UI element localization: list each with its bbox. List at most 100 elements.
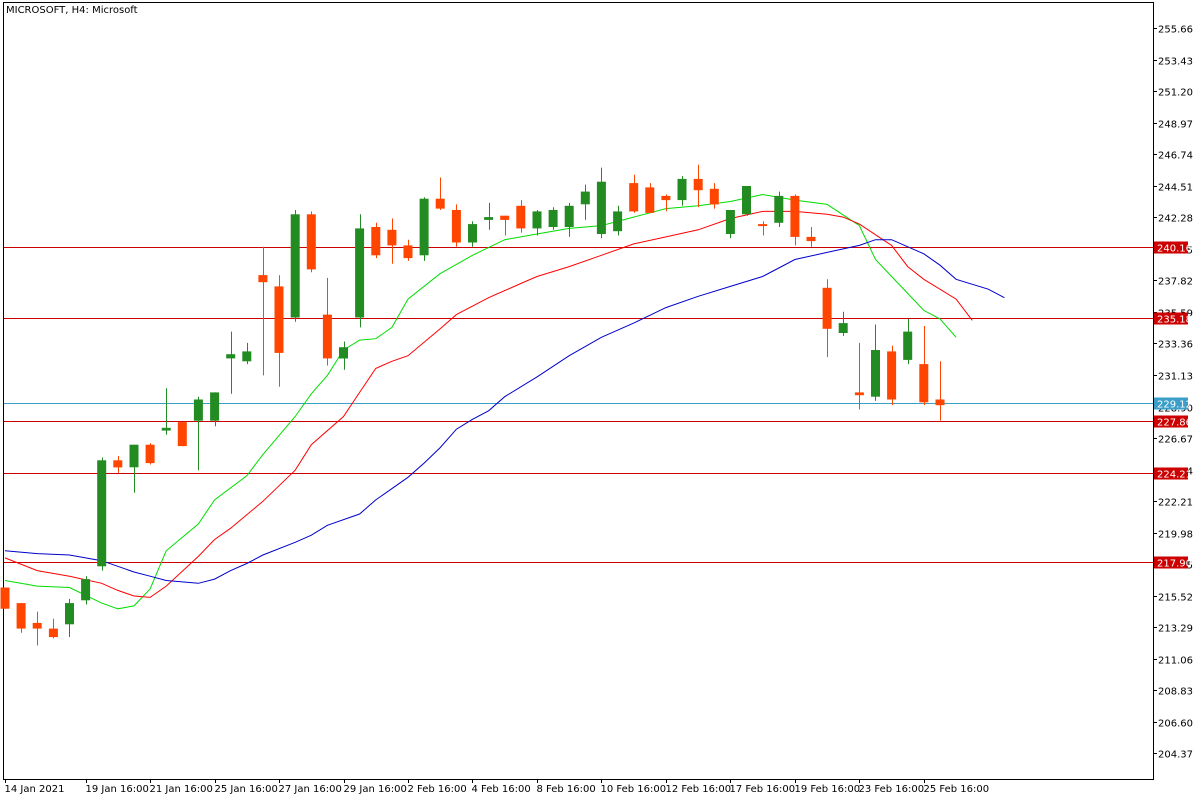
level-label-2: 229.12	[1157, 400, 1192, 411]
candle-11	[177, 422, 187, 447]
candle-body	[822, 287, 832, 329]
candle-body	[65, 603, 74, 625]
candle-44	[709, 183, 719, 209]
candle-body	[596, 181, 606, 234]
candle-body	[677, 178, 687, 201]
candle-body	[113, 460, 123, 468]
candle-15	[242, 342, 252, 365]
candle-body	[290, 214, 300, 318]
candle-2	[32, 611, 42, 646]
candle-27	[435, 177, 445, 210]
level-price-labels: 240.16 235.18 229.12 227.86 224.21 217.90	[1154, 241, 1192, 570]
candle-20	[322, 277, 332, 366]
candle-48	[774, 191, 784, 227]
candle-body	[322, 314, 332, 359]
candle-body	[16, 603, 26, 629]
ma-line-1	[4, 210, 973, 598]
level-label-bg-3	[1154, 415, 1188, 428]
candle-33	[532, 210, 542, 236]
candle-body	[274, 286, 284, 353]
candle-body	[580, 191, 590, 205]
candle-46	[742, 186, 751, 216]
level-label-5: 217.90	[1157, 559, 1192, 570]
candle-body	[903, 331, 913, 360]
candle-49	[790, 194, 800, 246]
candle-body	[32, 622, 42, 629]
y-tick-label-4: 246.74	[1158, 151, 1193, 162]
candle-body	[725, 210, 735, 234]
level-label-bg-1	[1154, 312, 1188, 325]
candle-body	[919, 364, 929, 403]
candle-6	[97, 457, 107, 571]
candle-28	[451, 204, 461, 247]
x-tick-label-1: 19 Jan 16:00	[86, 784, 149, 795]
candle-31	[500, 215, 510, 236]
candle-body	[613, 211, 623, 232]
ma-line-0	[4, 193, 957, 610]
candle-9	[145, 443, 155, 465]
candle-14	[226, 331, 236, 394]
x-tick-label-5: 29 Jan 16:00	[344, 784, 407, 795]
y-tick-label-13: 226.67	[1158, 435, 1193, 446]
x-axis: 14 Jan 2021 19 Jan 16:00 21 Jan 16:00 25 Ja…	[5, 779, 989, 795]
y-tick-label-10: 233.36	[1158, 340, 1193, 351]
chart-title: MICROSOFT, H4: Microsoft	[6, 5, 138, 16]
candle-34	[548, 207, 558, 230]
candle-16	[258, 246, 268, 376]
x-tick-label-8: 8 Feb 16:00	[537, 784, 596, 795]
level-label-bg-4	[1154, 467, 1188, 480]
candle-body	[339, 347, 348, 359]
candle-41	[661, 194, 671, 212]
candle-body	[177, 422, 187, 447]
y-tick-label-20: 211.06	[1158, 656, 1193, 667]
candle-body	[81, 579, 91, 601]
candle-55	[887, 345, 897, 406]
candle-body	[806, 236, 816, 242]
x-tick-label-0: 14 Jan 2021	[5, 784, 65, 795]
y-tick-label-2: 251.20	[1158, 88, 1193, 99]
candle-body	[645, 187, 655, 213]
candle-3	[48, 618, 58, 639]
candlesticks	[0, 164, 945, 646]
candle-4	[65, 598, 74, 637]
y-tick-label-19: 213.29	[1158, 624, 1193, 635]
candle-8	[129, 444, 139, 493]
level-label-0: 240.16	[1157, 244, 1192, 255]
candle-body	[0, 587, 10, 609]
candle-body	[258, 275, 268, 283]
candle-body	[500, 215, 510, 220]
candle-52	[838, 311, 848, 336]
candle-body	[419, 198, 429, 256]
candle-body	[532, 211, 542, 229]
candle-18	[290, 210, 300, 322]
candle-24	[387, 218, 397, 264]
x-tick-label-13: 23 Feb 16:00	[859, 784, 925, 795]
x-tick-label-9: 10 Feb 16:00	[601, 784, 667, 795]
y-tick-label-1: 253.43	[1158, 57, 1193, 68]
candle-37	[596, 167, 606, 239]
level-label-bg-0	[1154, 241, 1188, 254]
y-tick-label-5: 244.51	[1158, 183, 1193, 194]
y-tick-label-0: 255.66	[1158, 25, 1193, 36]
candle-body	[629, 183, 639, 212]
x-tick-label-7: 4 Feb 16:00	[472, 784, 531, 795]
x-tick-label-4: 27 Jan 16:00	[279, 784, 342, 795]
candle-body	[355, 228, 365, 318]
candle-58	[935, 361, 945, 421]
candle-body	[468, 224, 477, 243]
level-label-bg-5	[1154, 556, 1188, 569]
candle-body	[145, 444, 155, 464]
candle-body	[758, 224, 768, 227]
candle-39	[629, 174, 639, 213]
candle-body	[871, 350, 880, 397]
chart-frame	[3, 2, 1154, 780]
candle-body	[161, 427, 171, 431]
candle-43	[693, 164, 703, 208]
candle-body	[210, 392, 220, 421]
candle-29	[468, 221, 477, 247]
candle-7	[113, 456, 123, 473]
candle-42	[677, 176, 687, 206]
level-label-3: 227.86	[1157, 418, 1192, 429]
candle-body	[242, 351, 252, 362]
